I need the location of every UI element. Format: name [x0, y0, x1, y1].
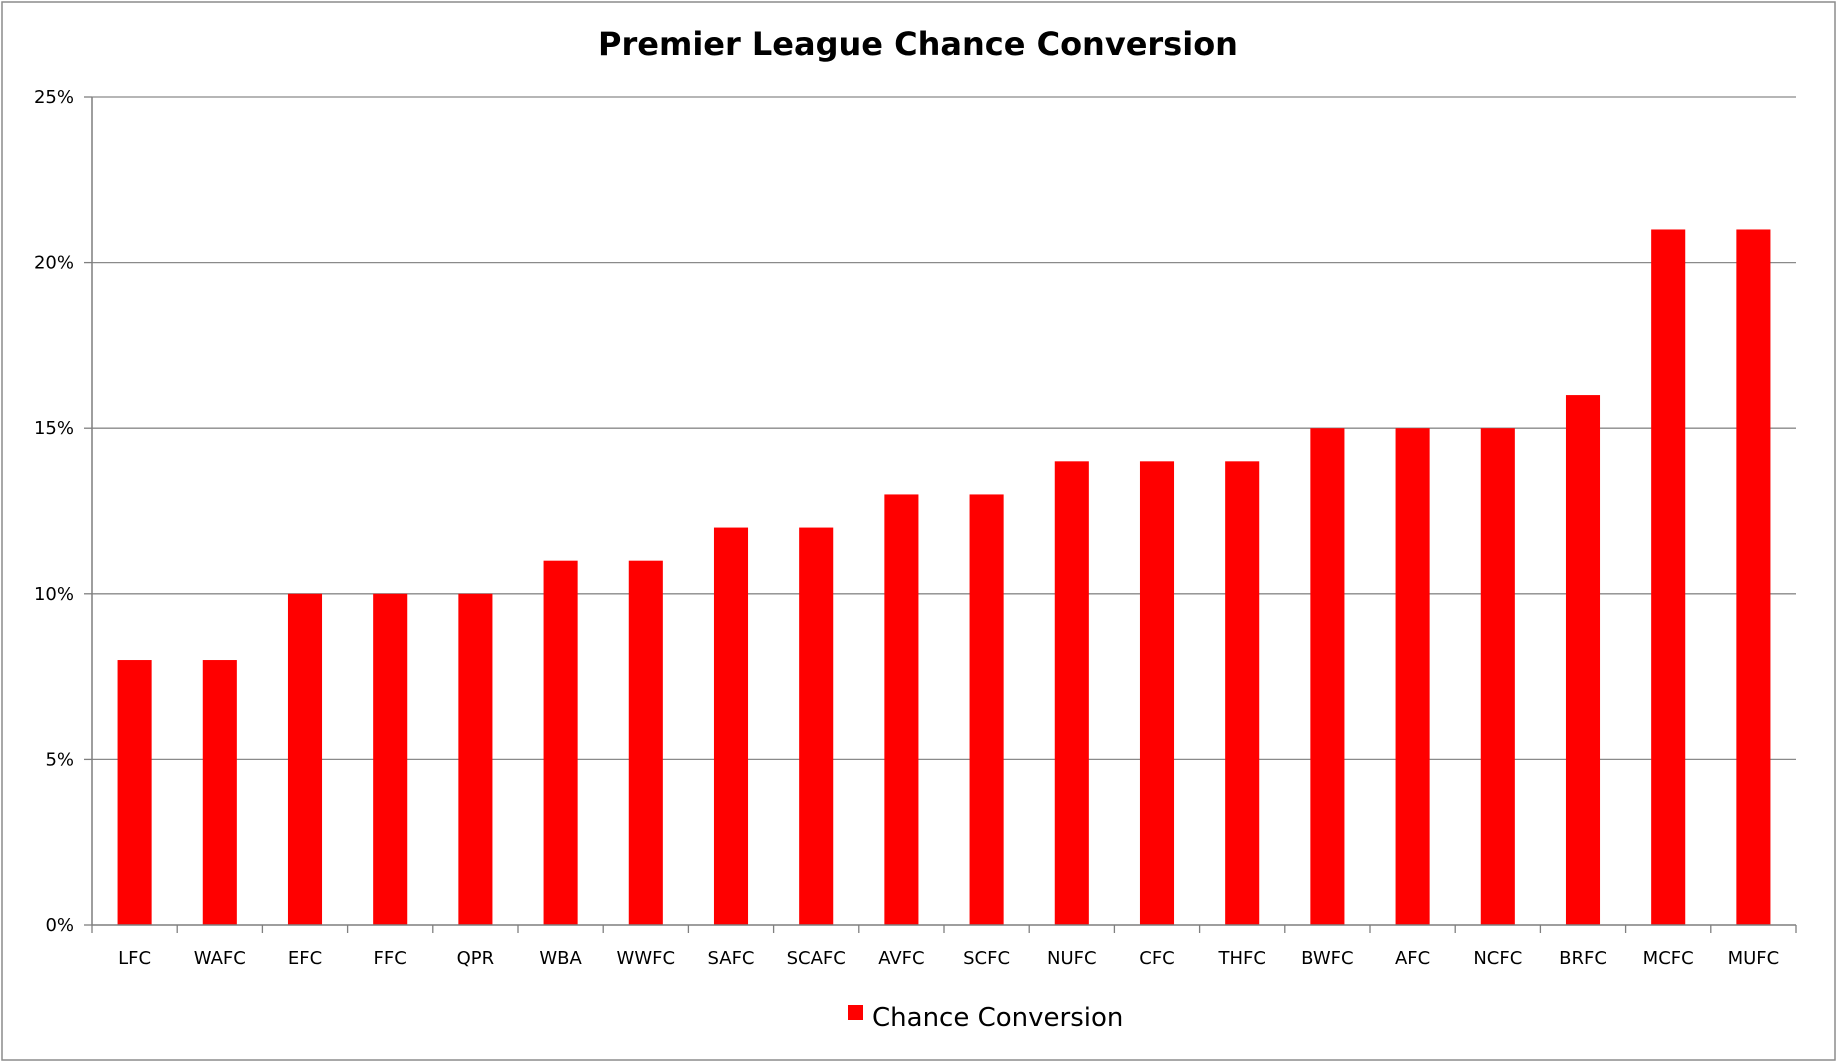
- bar-mcfc: [1651, 229, 1686, 926]
- x-tick-label: SCAFC: [787, 948, 846, 969]
- y-tick-label: 15%: [34, 418, 74, 439]
- bar-efc: [287, 593, 323, 925]
- bar-wwfc: [628, 560, 663, 925]
- x-tick-label: AFC: [1395, 948, 1430, 969]
- chart-title: Premier League Chance Conversion: [598, 25, 1238, 63]
- x-tick-label: AVFC: [878, 948, 924, 969]
- x-tick-label: LFC: [118, 948, 151, 969]
- bar-nufc: [1054, 461, 1089, 925]
- bar-scafc: [799, 527, 834, 925]
- bar-scfc: [969, 494, 1004, 925]
- bar-qpr: [458, 593, 493, 925]
- y-tick-label: 20%: [34, 253, 74, 274]
- x-axis-tick-labels: LFC WAFC EFC FFC QPR WBA WWFC SAFC SCAFC AVFC SCFC…: [91, 925, 1797, 969]
- x-tick-label: EFC: [288, 948, 322, 969]
- bar-ffc: [373, 593, 408, 925]
- x-tick-label: WWFC: [617, 948, 676, 969]
- bar-safc: [713, 527, 749, 925]
- bar-avfc: [884, 494, 919, 925]
- y-tick-label: 5%: [45, 749, 74, 770]
- bar-afc: [1395, 428, 1430, 925]
- bar-wba: [543, 560, 578, 925]
- x-tick-label: SCFC: [963, 948, 1010, 969]
- legend-label: Chance Conversion: [872, 1003, 1123, 1033]
- y-tick-label: 25%: [34, 87, 74, 108]
- x-tick-label: NUFC: [1047, 948, 1097, 969]
- legend: Chance Conversion: [848, 1003, 1123, 1033]
- x-tick-label: WAFC: [194, 948, 246, 969]
- bar-cfc: [1139, 461, 1175, 925]
- bars: [117, 229, 1771, 926]
- x-tick-label: CFC: [1139, 948, 1175, 969]
- bar-lfc: [117, 660, 152, 925]
- x-tick-label: QPR: [457, 948, 495, 969]
- x-tick-label: MUFC: [1728, 948, 1780, 969]
- x-tick-label: FFC: [374, 948, 407, 969]
- bar-wafc: [202, 660, 237, 925]
- x-tick-label: BWFC: [1301, 948, 1353, 969]
- bar-brfc: [1565, 395, 1601, 926]
- legend-swatch: [848, 1005, 863, 1020]
- x-tick-label: NCFC: [1473, 948, 1522, 969]
- x-tick-label: BRFC: [1559, 948, 1607, 969]
- y-tick-label: 10%: [34, 584, 74, 605]
- x-tick-label: WBA: [539, 948, 582, 969]
- bar-thfc: [1225, 461, 1260, 925]
- x-tick-label: SAFC: [708, 948, 755, 969]
- y-axis-tick-labels: 0% 5% 10% 15% 20% 25%: [34, 87, 92, 936]
- x-tick-label: THFC: [1217, 948, 1265, 969]
- x-tick-label: MCFC: [1643, 948, 1694, 969]
- bar-ncfc: [1480, 428, 1515, 925]
- bar-mufc: [1736, 229, 1771, 926]
- bar-bwfc: [1310, 428, 1345, 925]
- y-tick-label: 0%: [45, 915, 74, 936]
